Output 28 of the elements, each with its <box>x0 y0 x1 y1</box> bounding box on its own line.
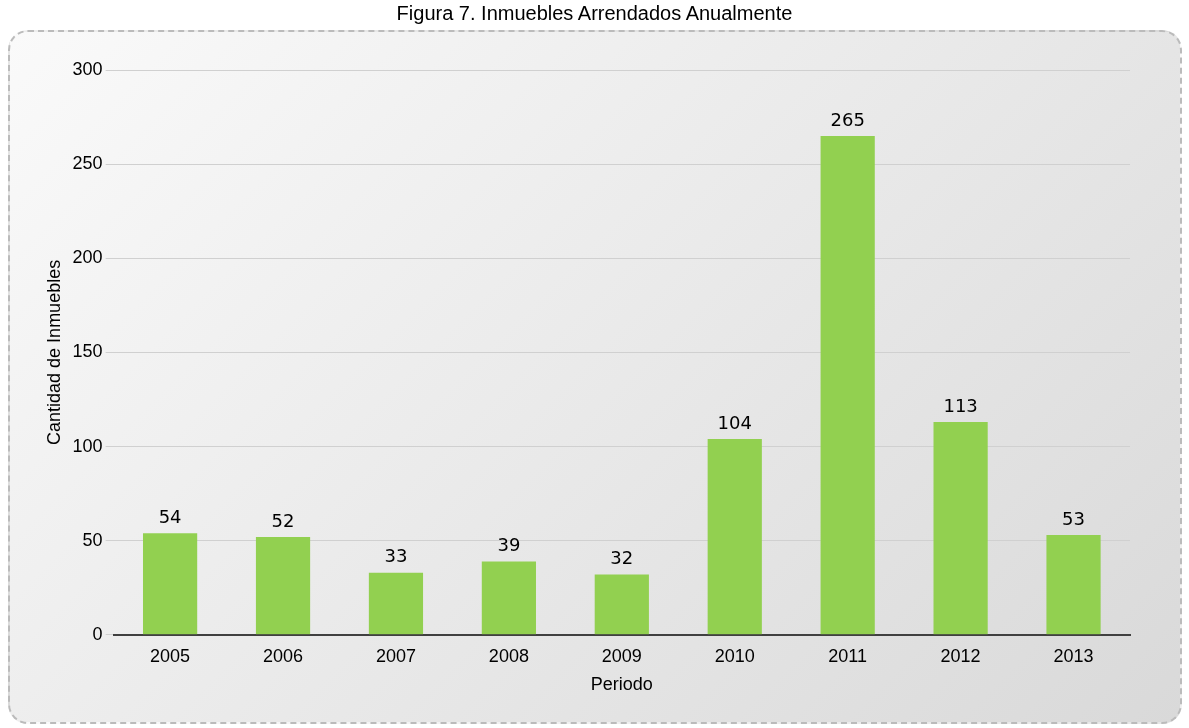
x-tick-label: 2009 <box>601 645 642 666</box>
data-label: 113 <box>943 394 978 416</box>
y-axis-title: Cantidad de Inmuebles <box>43 259 64 445</box>
data-label: 104 <box>717 411 752 433</box>
data-label: 32 <box>610 547 634 569</box>
y-tick-label: 200 <box>72 247 103 268</box>
data-label: 33 <box>384 545 408 567</box>
x-tick-label: 2013 <box>1053 645 1094 666</box>
data-label: 54 <box>158 505 182 527</box>
x-tick-label: 2012 <box>940 645 981 666</box>
y-tick-label: 100 <box>72 435 103 456</box>
chart-title: Figura 7. Inmuebles Arrendados Anualmente <box>395 2 794 25</box>
y-tick-label: 250 <box>72 153 103 174</box>
x-tick-label: 2007 <box>375 645 416 666</box>
y-tick-label: 150 <box>72 341 103 362</box>
x-tick-label: 2006 <box>263 645 304 666</box>
y-tick-label: 0 <box>92 623 103 644</box>
y-tick-label: 300 <box>72 58 103 79</box>
data-label: 265 <box>830 108 865 130</box>
x-tick-label: 2005 <box>150 645 191 666</box>
data-label: 52 <box>271 509 295 531</box>
y-tick-label: 50 <box>82 529 103 550</box>
x-tick-label: 2008 <box>488 645 529 666</box>
data-label: 39 <box>497 534 521 556</box>
x-axis-title: Periodo <box>590 674 653 695</box>
data-label: 53 <box>1062 507 1085 529</box>
x-tick-label: 2011 <box>828 645 868 666</box>
x-tick-label: 2010 <box>714 645 755 666</box>
